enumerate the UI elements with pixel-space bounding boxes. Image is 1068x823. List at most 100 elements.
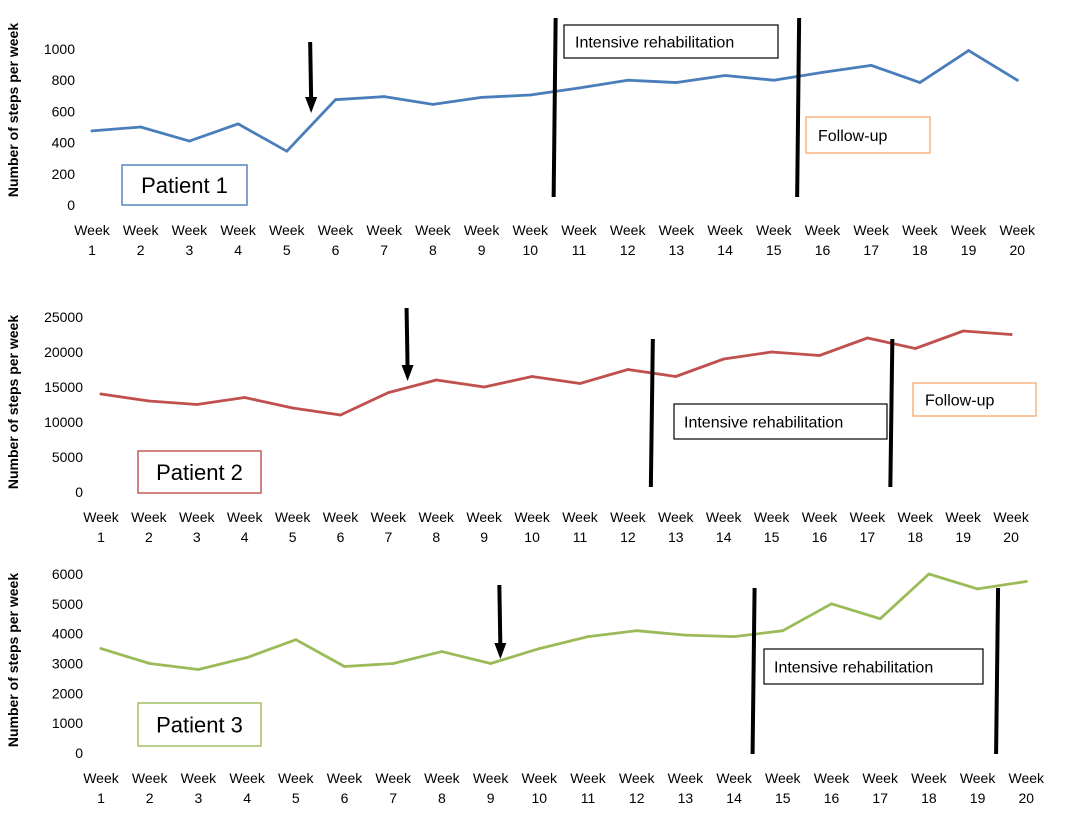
x-tick-label: Week 12	[610, 222, 647, 258]
x-tick-label-line: Week	[707, 222, 744, 238]
x-tick-label-line: Week	[318, 222, 355, 238]
x-tick-label: Week 19	[945, 509, 982, 545]
y-tick-label: 800	[52, 72, 76, 88]
x-tick-label-line: Week	[960, 770, 997, 786]
x-tick-label-line: Week	[659, 222, 696, 238]
data-point	[967, 49, 970, 52]
data-point	[528, 93, 532, 97]
annotation-text: Intensive rehabilitation	[684, 415, 843, 432]
y-tick-label: 5000	[52, 449, 83, 465]
data-point	[291, 406, 294, 410]
x-tick-label-line: Week	[464, 222, 501, 238]
patient-label: Patient 2	[156, 460, 243, 485]
y-tick-label: 1000	[52, 715, 83, 731]
x-tick-label-line: Week	[514, 509, 551, 525]
data-point	[913, 347, 917, 350]
x-tick-label-line: Week	[862, 770, 899, 786]
x-tick-label: Week 1	[74, 222, 111, 258]
data-point	[1015, 78, 1019, 82]
x-tick-label-line: Week	[570, 770, 607, 786]
x-tick-label: Week 12	[610, 509, 647, 545]
data-point	[434, 378, 438, 382]
x-tick-label-line: Week	[172, 222, 209, 238]
x-tick-label-number: 19	[961, 242, 977, 258]
data-point	[480, 95, 483, 99]
x-tick-label-line: Week	[327, 770, 364, 786]
data-point	[577, 86, 581, 90]
x-tick-label-line: Week	[424, 770, 461, 786]
phase-divider-line	[888, 338, 895, 488]
x-tick-label: Week 14	[707, 222, 744, 258]
x-tick-label: Week 4	[220, 222, 257, 258]
annotation-text: Follow-up	[925, 393, 994, 410]
x-tick-label-number: 15	[766, 242, 782, 258]
y-tick-label: 10000	[44, 414, 83, 430]
data-line	[99, 572, 1028, 671]
data-point	[961, 329, 965, 333]
x-tick-label-number: 2	[146, 790, 154, 806]
x-tick-label-number: 10	[523, 242, 539, 258]
x-tick-label-line: Week	[902, 222, 939, 238]
x-tick-label-number: 10	[532, 790, 548, 806]
x-tick-label-line: Week	[993, 509, 1030, 525]
x-tick-label-line: Week	[610, 509, 647, 525]
data-point	[339, 413, 342, 417]
annotation-box	[805, 116, 931, 154]
x-tick-label-number: 18	[908, 529, 924, 545]
x-tick-label: Week 13	[659, 222, 696, 258]
patient-label: Patient 3	[156, 713, 243, 738]
x-tick-label: Week 10	[514, 509, 551, 545]
x-tick-label-number: 3	[193, 529, 201, 545]
x-tick-label: Week 16	[805, 222, 842, 258]
x-tick-label-line: Week	[74, 222, 111, 238]
x-tick-label-number: 9	[480, 529, 488, 545]
annotation-text: Intensive rehabilitation	[774, 660, 933, 677]
x-tick-label: Week 17	[862, 770, 899, 806]
data-point	[869, 63, 873, 67]
x-tick-label: Week 19	[951, 222, 988, 258]
x-tick-label: Week 15	[765, 770, 802, 806]
x-tick-label-line: Week	[619, 770, 656, 786]
data-line	[99, 329, 1013, 417]
x-tick-label-number: 11	[581, 790, 596, 806]
x-tick-label-line: Week	[706, 509, 743, 525]
annotation-box	[912, 382, 1037, 417]
x-tick-label: Week 8	[415, 222, 452, 258]
phase-divider-line	[551, 17, 558, 198]
x-tick-label-number: 20	[1019, 790, 1035, 806]
data-point	[578, 382, 582, 385]
x-tick-label: Week 12	[619, 770, 656, 806]
chart-panel-2: Number of steps per week 0 5000 10000 15000 2…	[5, 307, 1037, 545]
x-tick-label: Week 4	[227, 509, 264, 545]
x-tick-label-line: Week	[1000, 222, 1037, 238]
x-tick-label: Week 20	[993, 509, 1030, 545]
intervention-arrow-shaft	[308, 41, 314, 100]
x-tick-label: Week 5	[278, 770, 315, 806]
data-point	[878, 617, 882, 621]
x-tick-label-line: Week	[850, 509, 887, 525]
x-tick-label: Week 4	[229, 770, 266, 806]
data-point	[343, 665, 346, 668]
x-tick-label-line: Week	[911, 770, 948, 786]
y-tick-label: 3000	[52, 656, 83, 672]
x-tick-label-number: 19	[955, 529, 971, 545]
x-tick-label: Week 11	[562, 509, 599, 545]
x-tick-label-number: 12	[620, 242, 636, 258]
x-tick-label-number: 7	[380, 242, 388, 258]
x-tick-label-number: 14	[716, 529, 732, 545]
x-tick-label: Week 2	[123, 222, 160, 258]
x-tick-label-line: Week	[229, 770, 266, 786]
y-tick-label: 1000	[44, 41, 75, 57]
x-tick-label: Week 1	[83, 770, 120, 806]
x-tick-label-line: Week	[366, 222, 403, 238]
x-tick-label: Week 15	[756, 222, 793, 258]
data-point	[626, 78, 630, 82]
x-tick-label: Week 6	[323, 509, 360, 545]
x-tick-label: Week 16	[802, 509, 839, 545]
x-tick-label-line: Week	[415, 222, 452, 238]
data-point	[626, 368, 630, 371]
x-tick-label: Week 17	[853, 222, 890, 258]
x-tick-label: Week 6	[318, 222, 355, 258]
x-tick-label-line: Week	[466, 509, 503, 525]
